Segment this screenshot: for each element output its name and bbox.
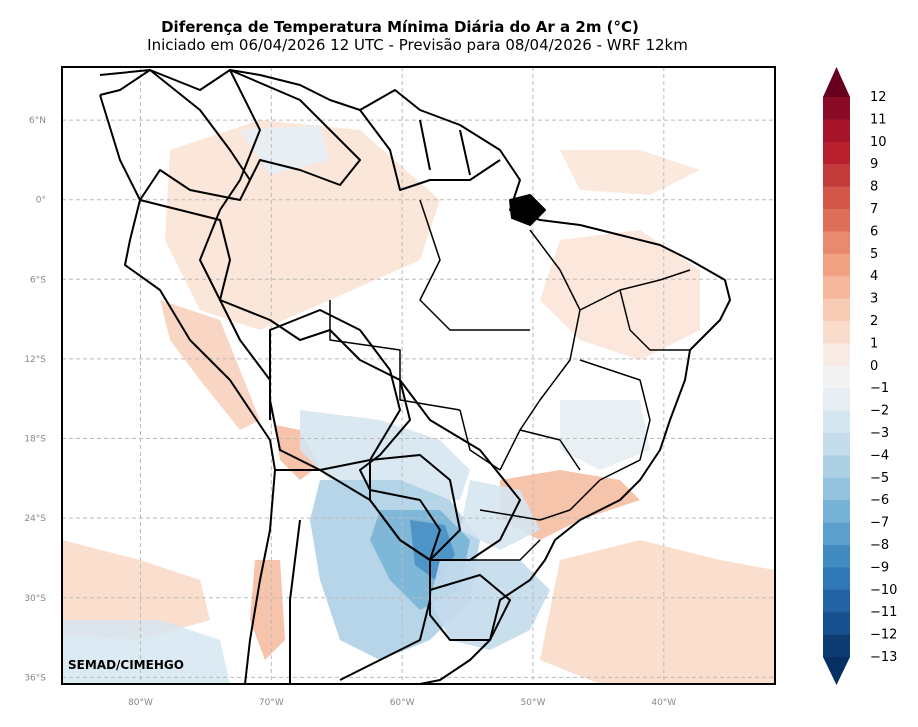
- chart-subtitle: Iniciado em 06/04/2026 12 UTC - Previsão…: [147, 36, 688, 54]
- venezuela-border: [229, 69, 361, 186]
- map-grid: [62, 67, 775, 684]
- colorbar-segment: [823, 500, 850, 524]
- colorbar-segment: [823, 253, 850, 277]
- country-borders: [99, 69, 731, 684]
- lon-tick-label: 70°W: [259, 698, 284, 708]
- colorbar-label: −3: [870, 426, 889, 441]
- colorbar-segment: [823, 119, 850, 143]
- colorbar-segment: [823, 522, 850, 546]
- colorbar-segment: [823, 343, 850, 367]
- colorbar-segment: [823, 141, 850, 165]
- lat-tick-label: 30°S: [24, 594, 46, 604]
- lon-tick-label: 50°W: [521, 698, 546, 708]
- map-area: [62, 67, 775, 684]
- colorbar-segment: [823, 455, 850, 479]
- lon-tick-label: 60°W: [390, 698, 415, 708]
- colorbar-segment: [823, 231, 850, 255]
- colorbar-label: −10: [870, 583, 897, 598]
- colorbar-segment: [823, 612, 850, 636]
- colorbar-label: −8: [870, 538, 889, 553]
- lat-tick-label: 6°S: [30, 275, 46, 285]
- colorbar-segment: [823, 97, 850, 120]
- brazil-states-borders: [329, 199, 691, 561]
- peru-border: [139, 199, 271, 420]
- colorbar-label: 0: [870, 359, 878, 374]
- map-frame: [61, 66, 776, 685]
- anomaly-field-ms-cold: [460, 480, 540, 550]
- anomaly-field-north-atlantic-warm: [560, 150, 700, 195]
- colorbar-segment: [823, 365, 850, 389]
- south-america-coastline: [99, 69, 731, 684]
- credit-label: SEMAD/CIMEHGO: [68, 658, 184, 672]
- brazil-border: [199, 69, 521, 561]
- colorbar-extend-top: [823, 67, 850, 97]
- colorbar-label: 10: [870, 135, 887, 150]
- lat-tick-label: 6°N: [29, 116, 46, 126]
- colorbar-segment: [823, 298, 850, 322]
- colorbar-label: 11: [870, 112, 887, 127]
- colorbar-label: 8: [870, 180, 878, 195]
- colorbar-label: 5: [870, 247, 878, 262]
- anomaly-field-pacific-warm: [62, 540, 210, 640]
- colorbar-label: −6: [870, 493, 889, 508]
- colorbar-segment: [823, 209, 850, 232]
- colorbar-segment: [823, 433, 850, 456]
- anomaly-field-nordeste-warm: [540, 230, 700, 360]
- colorbar-segment: [823, 276, 850, 300]
- colorbar-segment: [823, 410, 850, 434]
- longitude-labels: 80°W 70°W 60°W 50°W 40°W: [128, 698, 676, 708]
- colorbar-label: −2: [870, 404, 889, 419]
- anomaly-field-atlantic-warm: [540, 540, 775, 684]
- colorbar-label: 3: [870, 292, 878, 307]
- colorbar-label: 7: [870, 202, 878, 217]
- anomaly-field-southwest-cold: [62, 620, 230, 684]
- colorbar-label: −4: [870, 448, 889, 463]
- colorbar-label: −1: [870, 381, 889, 396]
- lat-tick-label: 24°S: [24, 514, 46, 524]
- lat-tick-label: 36°S: [24, 673, 46, 683]
- colorbar: 1211109876543210−1−2−3−4−5−6−7−8−9−10−11…: [823, 67, 897, 685]
- colorbar-label: −13: [870, 650, 897, 665]
- colorbar-segment: [823, 545, 850, 568]
- anomaly-field-minas-cold: [560, 400, 650, 470]
- colorbar-segment: [823, 321, 850, 344]
- anomaly-field-rs-cold: [430, 560, 550, 650]
- colorbar-segment: [823, 164, 850, 188]
- lat-tick-label: 12°S: [24, 355, 46, 365]
- chart-title: Diferença de Temperatura Mínima Diária d…: [161, 18, 639, 36]
- bolivia-border: [269, 309, 401, 471]
- guianas-border: [359, 109, 501, 191]
- colorbar-label: 2: [870, 314, 878, 329]
- latitude-labels: 6°N 0° 6°S 12°S 18°S 24°S 30°S 36°S: [24, 116, 46, 683]
- lon-tick-label: 80°W: [128, 698, 153, 708]
- lat-tick-label: 18°S: [24, 435, 46, 445]
- colorbar-extend-bottom: [823, 657, 850, 685]
- marajo-island: [509, 194, 546, 226]
- lon-tick-label: 40°W: [651, 698, 676, 708]
- colombia-border: [139, 69, 251, 201]
- colorbar-label: 4: [870, 269, 878, 284]
- colorbar-label: −9: [870, 560, 889, 575]
- colorbar-label: −7: [870, 516, 889, 531]
- colorbar-label: −11: [870, 605, 897, 620]
- colorbar-label: 6: [870, 224, 878, 239]
- colorbar-segment: [823, 567, 850, 591]
- lat-tick-label: 0°: [36, 196, 46, 206]
- colorbar-segment: [823, 634, 850, 658]
- colorbar-label: −12: [870, 628, 897, 643]
- colorbar-label: 1: [870, 336, 878, 351]
- anomaly-field-pantanal-cold: [300, 410, 470, 500]
- colorbar-label: 12: [870, 90, 887, 105]
- anomaly-field-amazon-warm: [165, 120, 440, 330]
- colorbar-segment: [823, 589, 850, 613]
- uruguay-border: [429, 574, 511, 641]
- colorbar-label: 9: [870, 157, 878, 172]
- colorbar-segment: [823, 388, 850, 412]
- argentina-border: [275, 469, 431, 684]
- colorbar-segment: [823, 186, 850, 210]
- anomaly-field-guiana-cold: [240, 125, 330, 175]
- colorbar-label: −5: [870, 471, 889, 486]
- colorbar-segment: [823, 477, 850, 501]
